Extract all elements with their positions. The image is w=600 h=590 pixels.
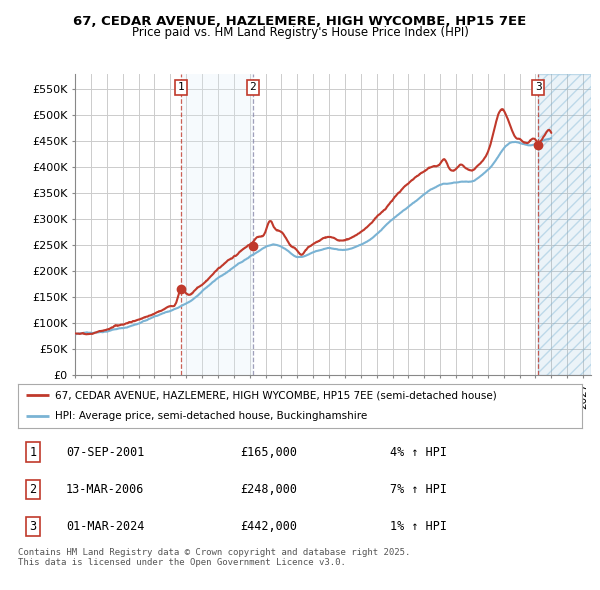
Text: £248,000: £248,000 — [240, 483, 297, 496]
Bar — [538, 74, 591, 375]
Text: 2: 2 — [29, 483, 37, 496]
Text: HPI: Average price, semi-detached house, Buckinghamshire: HPI: Average price, semi-detached house,… — [55, 411, 367, 421]
Text: £442,000: £442,000 — [240, 520, 297, 533]
Text: 7% ↑ HPI: 7% ↑ HPI — [390, 483, 447, 496]
Text: 4% ↑ HPI: 4% ↑ HPI — [390, 445, 447, 459]
Text: 1% ↑ HPI: 1% ↑ HPI — [390, 520, 447, 533]
Text: 2: 2 — [250, 82, 256, 92]
Text: 07-SEP-2001: 07-SEP-2001 — [66, 445, 145, 459]
Bar — [538, 74, 591, 375]
Text: 3: 3 — [29, 520, 37, 533]
Text: £165,000: £165,000 — [240, 445, 297, 459]
Text: 01-MAR-2024: 01-MAR-2024 — [66, 520, 145, 533]
Text: 67, CEDAR AVENUE, HAZLEMERE, HIGH WYCOMBE, HP15 7EE: 67, CEDAR AVENUE, HAZLEMERE, HIGH WYCOMB… — [73, 15, 527, 28]
Text: 67, CEDAR AVENUE, HAZLEMERE, HIGH WYCOMBE, HP15 7EE (semi-detached house): 67, CEDAR AVENUE, HAZLEMERE, HIGH WYCOMB… — [55, 391, 496, 401]
Bar — [181, 74, 253, 375]
Text: 3: 3 — [535, 82, 542, 92]
Text: 1: 1 — [29, 445, 37, 459]
Text: Price paid vs. HM Land Registry's House Price Index (HPI): Price paid vs. HM Land Registry's House … — [131, 26, 469, 39]
Text: 1: 1 — [178, 82, 184, 92]
Text: 13-MAR-2006: 13-MAR-2006 — [66, 483, 145, 496]
Text: Contains HM Land Registry data © Crown copyright and database right 2025.
This d: Contains HM Land Registry data © Crown c… — [18, 548, 410, 567]
